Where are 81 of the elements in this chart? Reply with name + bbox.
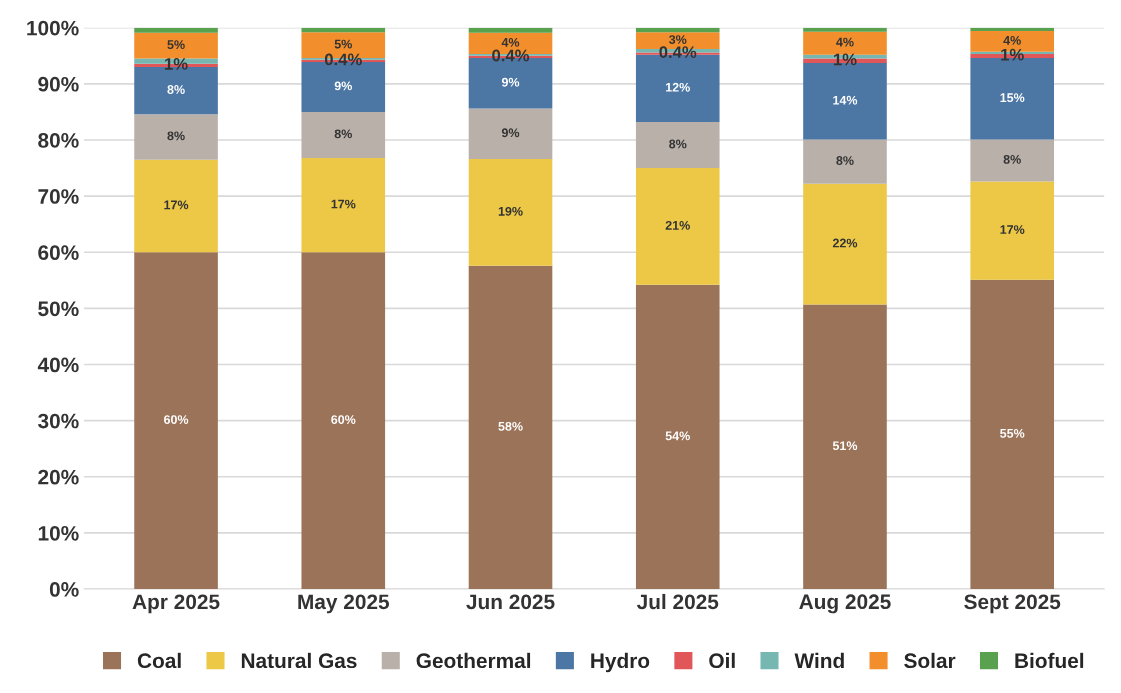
y-tick-label: 0%: [49, 582, 79, 597]
bar: [803, 183, 887, 305]
data-label: 9%: [334, 81, 352, 91]
data-label: 21%: [665, 220, 690, 230]
legend-label: Wind: [794, 652, 844, 669]
bar: [134, 114, 218, 160]
bar: [635, 122, 720, 169]
bar: [468, 27, 553, 33]
data-label: 12%: [666, 82, 690, 92]
data-label: 8%: [1003, 154, 1021, 164]
x-tick-label: May 2025: [298, 594, 390, 614]
data-label: 17%: [1000, 225, 1025, 234]
data-label: 8%: [836, 156, 854, 165]
bar: [134, 159, 218, 253]
y-tick-label: 90%: [38, 76, 79, 92]
legend-label: Biofuel: [1015, 652, 1084, 669]
bar: [970, 139, 1055, 182]
y-tick-label: 20%: [38, 469, 79, 485]
bar: [635, 284, 720, 590]
bar: [301, 157, 386, 253]
bar: [803, 139, 887, 184]
y-tick-label: 50%: [38, 301, 79, 317]
legend-label: Hydro: [591, 652, 650, 673]
x-tick-label: Jun 2025: [466, 594, 555, 610]
data-label: 4%: [501, 37, 520, 47]
data-label: 3%: [669, 35, 687, 44]
legend-label: Geothermal: [416, 652, 531, 669]
y-tick-label: 60%: [38, 245, 79, 261]
bar: [134, 32, 218, 59]
data-label: 51%: [832, 441, 858, 451]
bar: [803, 27, 887, 32]
legend-label: Coal: [137, 652, 181, 669]
data-label: 5%: [334, 39, 352, 49]
legend-label: Natural Gas: [241, 652, 357, 669]
data-label: 55%: [1000, 428, 1025, 438]
bar: [134, 252, 218, 590]
bar: [803, 31, 887, 55]
legend-label: Solar: [904, 652, 956, 669]
data-label: 5%: [167, 40, 185, 50]
x-tick-label: Apr 2025: [132, 594, 220, 614]
bar: [301, 27, 386, 33]
bar: [635, 168, 720, 285]
data-label: 1%: [165, 58, 188, 70]
data-label: 8%: [167, 85, 185, 94]
bar: [301, 252, 386, 590]
data-label: 54%: [665, 431, 690, 441]
x-tick-label: Sept 2025: [964, 594, 1061, 614]
data-label: 8%: [167, 131, 185, 141]
x-tick-label: Jul 2025: [636, 593, 719, 610]
data-label: 8%: [669, 139, 687, 149]
data-label: 4%: [1003, 36, 1021, 45]
bar: [970, 279, 1055, 590]
data-label: 8%: [334, 129, 352, 139]
y-tick-label: 80%: [38, 132, 79, 148]
bar: [803, 304, 887, 590]
y-tick-label: 70%: [38, 189, 79, 204]
data-label: 14%: [833, 95, 858, 105]
data-label: 60%: [164, 415, 189, 425]
data-label: 4%: [836, 37, 854, 47]
data-label: 19%: [498, 206, 523, 216]
data-label: 17%: [164, 200, 189, 210]
y-tick-label: 100%: [27, 20, 79, 36]
y-tick-label: 30%: [38, 413, 79, 429]
legend-label: Oil: [709, 652, 735, 669]
bar: [468, 265, 553, 590]
bar: [970, 181, 1055, 280]
bar: [635, 27, 720, 33]
bar: [134, 27, 218, 33]
x-tick-label: Aug 2025: [799, 594, 891, 614]
y-tick-label: 40%: [37, 357, 79, 373]
data-label: 9%: [501, 77, 520, 87]
data-label: 58%: [498, 421, 523, 431]
bar: [468, 108, 553, 160]
data-label: 9%: [501, 128, 520, 138]
data-label: 15%: [1000, 93, 1025, 103]
data-label: 60%: [331, 415, 356, 425]
data-label: 22%: [832, 238, 858, 248]
data-label: 17%: [331, 199, 356, 209]
bar: [468, 159, 553, 266]
y-tick-label: 10%: [38, 525, 79, 541]
bar: [301, 111, 386, 158]
